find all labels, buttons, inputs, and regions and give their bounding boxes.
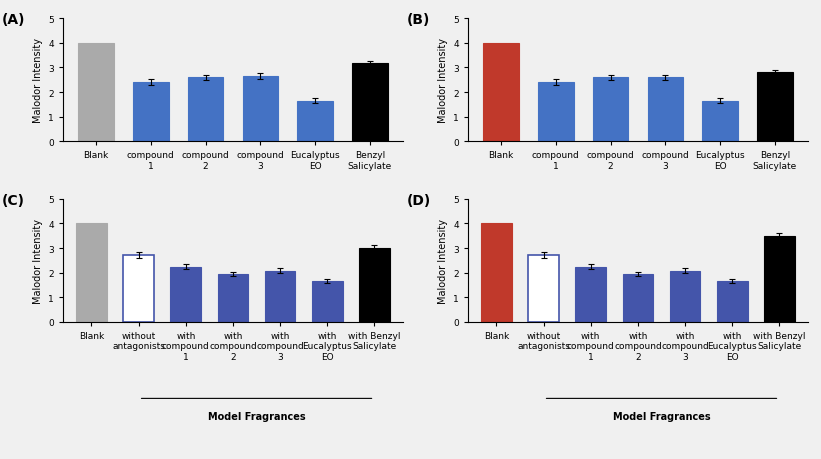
Bar bbox=[622, 274, 654, 322]
Bar bbox=[218, 274, 248, 322]
Bar bbox=[528, 256, 559, 322]
Bar bbox=[484, 44, 519, 142]
Bar bbox=[593, 78, 628, 142]
Bar bbox=[717, 282, 748, 322]
Y-axis label: Malodor Intensity: Malodor Intensity bbox=[33, 38, 43, 123]
Bar bbox=[133, 83, 168, 142]
Bar bbox=[312, 282, 342, 322]
Bar bbox=[648, 78, 683, 142]
Bar bbox=[352, 63, 388, 142]
Bar bbox=[757, 73, 793, 142]
Bar bbox=[265, 271, 296, 322]
Y-axis label: Malodor Intensity: Malodor Intensity bbox=[438, 38, 447, 123]
Y-axis label: Malodor Intensity: Malodor Intensity bbox=[438, 218, 447, 303]
Bar bbox=[538, 83, 574, 142]
Bar bbox=[78, 44, 114, 142]
Bar bbox=[188, 78, 223, 142]
Bar bbox=[576, 267, 606, 322]
Text: (C): (C) bbox=[2, 193, 25, 207]
Bar bbox=[481, 224, 511, 322]
Text: Model Fragrances: Model Fragrances bbox=[208, 411, 305, 421]
Bar bbox=[123, 256, 154, 322]
Bar bbox=[702, 101, 738, 142]
Bar bbox=[764, 236, 795, 322]
Y-axis label: Malodor Intensity: Malodor Intensity bbox=[33, 218, 43, 303]
Bar bbox=[76, 224, 107, 322]
Bar bbox=[171, 267, 201, 322]
Text: Model Fragrances: Model Fragrances bbox=[612, 411, 710, 421]
Bar bbox=[359, 248, 390, 322]
Bar bbox=[297, 101, 333, 142]
Text: (D): (D) bbox=[407, 193, 431, 207]
Bar bbox=[242, 77, 278, 142]
Text: (B): (B) bbox=[407, 13, 430, 27]
Text: (A): (A) bbox=[2, 13, 25, 27]
Bar bbox=[670, 271, 700, 322]
